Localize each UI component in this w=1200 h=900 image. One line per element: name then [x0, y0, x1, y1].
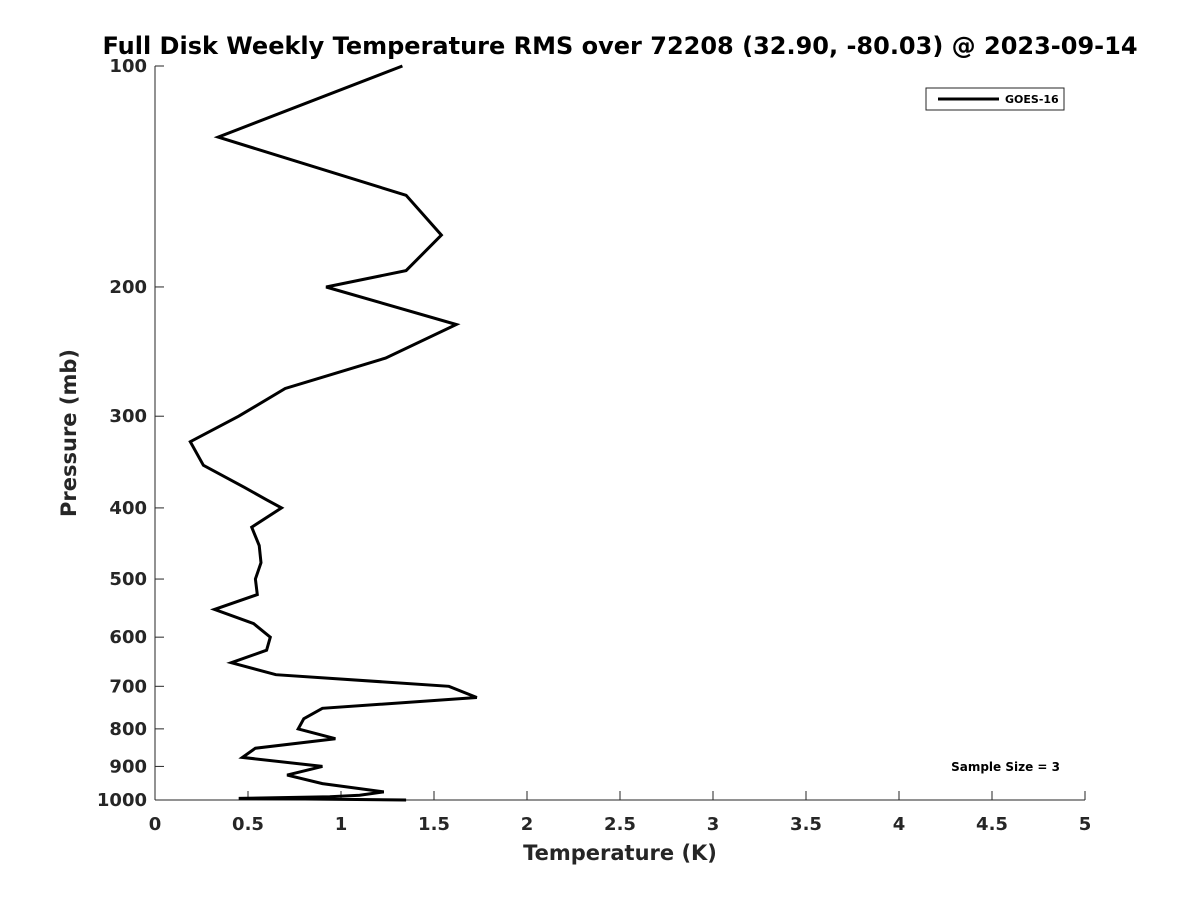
x-tick-label: 0.5 — [232, 814, 264, 835]
y-tick-label: 900 — [109, 756, 147, 777]
y-tick-label: 100 — [109, 56, 147, 77]
x-ticks: 0 0.5 1 1.5 2 2.5 3 3.5 4 4.5 5 — [149, 791, 1092, 835]
y-tick-label: 600 — [109, 627, 147, 648]
x-tick-label: 2.5 — [604, 814, 636, 835]
x-tick-label: 1.5 — [418, 814, 450, 835]
y-tick-label: 400 — [109, 498, 147, 519]
series-line-goes-16 — [188, 64, 478, 802]
x-tick-label: 2 — [521, 814, 534, 835]
x-tick-label: 4.5 — [976, 814, 1008, 835]
x-axis-label: Temperature (K) — [523, 841, 717, 865]
y-tick-label: 200 — [109, 277, 147, 298]
series-layer — [188, 64, 478, 802]
legend-label: GOES-16 — [1005, 93, 1059, 106]
y-axis-label: Pressure (mb) — [57, 349, 81, 517]
y-tick-label: 500 — [109, 569, 147, 590]
y-tick-label: 800 — [109, 719, 147, 740]
chart-title: Full Disk Weekly Temperature RMS over 72… — [102, 32, 1137, 60]
y-tick-label: 700 — [109, 676, 147, 697]
x-tick-label: 5 — [1079, 814, 1092, 835]
x-tick-label: 1 — [335, 814, 348, 835]
x-tick-label: 3 — [707, 814, 720, 835]
y-ticks: 100 200 300 400 500 600 700 800 900 1000 — [97, 56, 164, 811]
x-tick-label: 3.5 — [790, 814, 822, 835]
x-tick-label: 0 — [149, 814, 162, 835]
x-tick-label: 4 — [893, 814, 906, 835]
sample-size-annotation: Sample Size = 3 — [951, 760, 1060, 774]
y-tick-label: 300 — [109, 406, 147, 427]
y-tick-label: 1000 — [97, 790, 147, 811]
legend: GOES-16 — [925, 87, 1065, 111]
